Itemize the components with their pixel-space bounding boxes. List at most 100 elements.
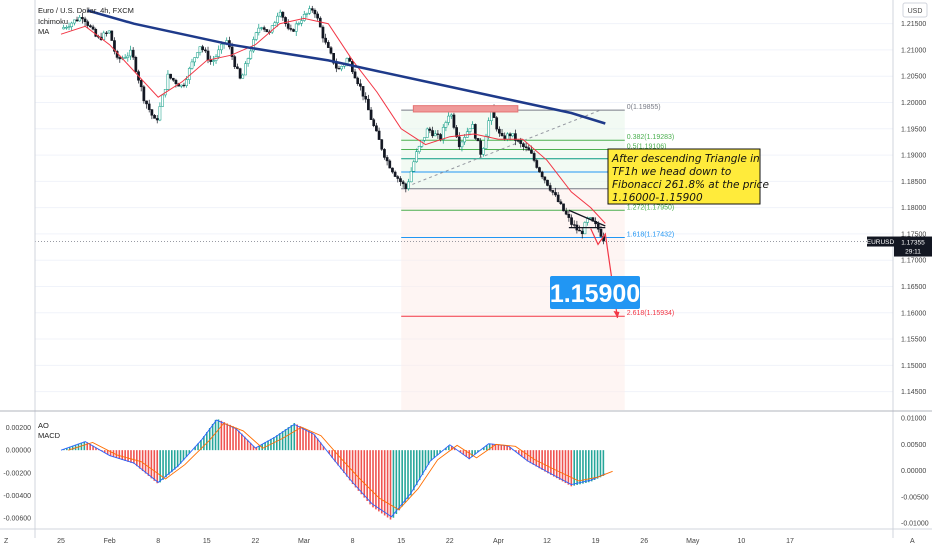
candle-body [244,63,247,76]
candle-body [305,12,309,15]
oscillator-left-tick: 0.00000 [6,448,31,455]
candle-body [203,49,207,52]
price-tick-label: 1.21000 [901,47,926,54]
candle-body [503,135,507,140]
price-tick-label: 1.18500 [901,179,926,186]
candle-body [396,176,400,179]
price-tick-label: 1.19500 [901,126,926,133]
auto-scale-corner[interactable]: A [910,538,915,545]
candle-body [599,229,603,237]
oscillator-right-tick: -0.00500 [901,494,929,501]
time-tick-label: 15 [203,538,211,545]
candle-body [153,115,156,119]
candle-body [308,8,311,14]
time-tick-label: Mar [298,538,311,545]
time-tick-label: 15 [397,538,405,545]
candle-body [511,133,515,137]
candle-body [145,100,148,105]
candle-body [86,21,90,26]
fib-level-label: 0.382(1.19283) [627,134,674,141]
candle-body [543,176,547,181]
candle-body [161,94,164,107]
time-tick-label: Apr [493,538,505,545]
candle-body [425,128,429,138]
candle-body [364,96,368,100]
projection-arrow-line [590,228,619,319]
price-badge-value: 1.17355 [901,240,925,247]
candle-body [134,57,138,72]
oscillator-pane: 0.00200 0.00000 -0.00200 -0.00400 -0.00600 0.… [3,416,928,528]
candle-body [562,203,565,212]
candle-body [81,17,84,20]
price-tick-label: 1.16500 [901,284,926,291]
candle-body [564,210,568,215]
ma-slow-line [87,9,606,125]
candle-body [182,84,186,87]
candle-body [452,114,456,128]
time-axis[interactable]: 25 Feb 8 15 22 Mar 8 15 22 Apr 12 19 26 May 10 17 [57,538,794,545]
price-tick-label: 1.17000 [901,258,926,265]
oscillator-left-tick: -0.00600 [3,515,31,522]
currency-box[interactable] [902,2,928,18]
candle-body [62,27,66,30]
candle-body [169,73,172,79]
candle-body [329,47,333,54]
candle-body [524,146,528,148]
indicator-label-ichimoku: Ichimoku [38,17,68,26]
symbol-badge [867,236,894,247]
candle-body [506,133,509,140]
annotation-box[interactable]: After descending Triangle in TF1h we hea… [607,148,769,205]
currency-label: USD [908,8,923,15]
time-tick-label: Feb [104,538,116,545]
candle-body [567,214,571,218]
candle-body [572,224,576,226]
candle-body [428,128,432,131]
time-zone-corner[interactable]: Z [4,538,9,545]
candle-body [89,25,92,28]
candle-body [540,171,544,178]
candle-body [530,150,533,154]
annotation-background [607,148,761,205]
candle-body [123,57,127,59]
candle-body [441,127,445,140]
candle-body [423,137,426,141]
candle-body [300,20,303,24]
candle-body [361,86,365,97]
candle-body [150,109,154,116]
oscillator-label-macd: MACD [38,431,61,440]
candle-body [289,28,293,30]
candle-body [249,50,253,59]
candle-body [559,201,563,205]
candle-body [158,106,162,121]
candle-body [554,192,557,196]
price-axis[interactable]: 1.21500 1.21000 1.20500 1.20000 1.19500 1.190… [901,21,926,396]
candle-body [91,26,95,30]
candle-body [142,86,146,102]
drawings [412,105,620,319]
candle-body [185,79,188,86]
candle-body [262,27,266,30]
price-badge-countdown: 29:11 [905,249,921,256]
candle-body [324,37,327,43]
candle-body [273,22,277,26]
candle-body [516,140,520,142]
candle-body [377,130,381,140]
annotation-line-3: Fibonacci 261.8% at the price [612,179,769,191]
candle-body [195,52,199,58]
candle-body [356,77,360,85]
candle-body [388,160,392,169]
target-label-box[interactable]: 1.15900 [550,276,640,309]
candle-body [538,167,541,173]
candle-body [487,120,491,137]
time-tick-label: 10 [738,538,746,545]
triangle-upper-line [568,209,606,227]
candle-body [460,141,464,148]
candle-body [548,185,552,191]
price-tick-label: 1.21500 [901,21,926,28]
fib-level-label: 2.618(1.15934) [627,310,674,317]
candle-body [220,43,223,51]
candle-body [105,32,108,34]
candle-body [484,135,488,149]
candle-body [380,139,384,150]
candle-body [83,18,87,22]
